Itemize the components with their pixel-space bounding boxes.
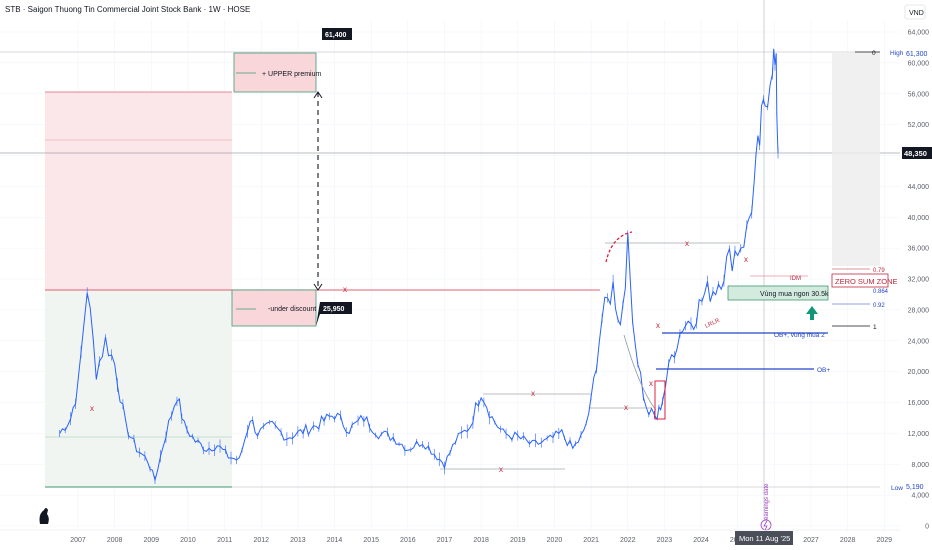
currency-label: VND [909,10,924,17]
x-tick-label: 2016 [400,537,416,544]
low-highlight-box [654,380,666,420]
idm-label: IDM [790,276,801,282]
low-value-label: 5,190 [906,484,924,491]
y-tick-label: 20,000 [908,369,930,376]
x-mark-2023: x [649,379,653,388]
x-tick-label: 2024 [693,537,709,544]
x-tick-label: 2010 [180,537,196,544]
current-price-tag [902,147,932,159]
lrlr-label: LRLR [704,318,721,330]
chart-title: STB · Saigon Thuong Tin Commercial Joint… [5,5,250,14]
x-tick-label: 2020 [547,537,563,544]
x-tick-label: 2012 [253,537,269,544]
x-mark-2022b: x [624,403,628,412]
x-tick-label: 2009 [144,537,160,544]
date-tag [735,531,793,545]
x-tick-label: 2018 [473,537,489,544]
earnings-date-label: earnings date [764,483,770,520]
target-top-callout [316,28,352,52]
x-tick-label: 2013 [290,537,306,544]
fib-092: 0.92 [873,303,885,309]
buy-arrow-icon [806,306,818,320]
currency-box[interactable] [904,4,926,20]
low-label: Low [891,485,903,492]
zero-sum-zone-box [831,273,889,288]
target-bottom-callout [316,302,352,326]
y-tick-label: 44,000 [908,184,930,191]
premium-zone [45,92,232,290]
fib-0864: 0.864 [873,289,889,295]
x-tick-label: 2029 [877,537,893,544]
time-axis[interactable]: 2007 2008 2009 2010 2011 2012 2013 2014 2015 2016… [70,537,892,544]
fib-079: 0.79 [873,268,885,274]
x-mark-2018: x [531,389,535,398]
date-tag-label: Mon 11 Aug '25 [739,534,790,543]
y-tick-label: 0 [925,524,929,531]
x-mark-2008: x [90,404,94,413]
ob-zone2-label: OB+, vùng mua 2 [774,332,825,339]
x-tick-label: 2027 [803,537,819,544]
x-mark-2025: x [744,255,748,264]
x-mark-2023b: x [656,321,660,330]
x-mark-eq: x [343,285,347,294]
annotations: + UPPER premium -under discount 61,400 2… [90,28,904,531]
target-bottom-label: 25,950 [323,306,345,313]
fib-0: 0 [872,50,876,57]
price-series [59,48,779,484]
x-tick-label: 2008 [107,537,123,544]
x-tick-label: 2019 [510,537,526,544]
y-tick-label: 56,000 [908,91,930,98]
x-tick-label: 2028 [840,537,856,544]
y-tick-label: 8,000 [911,462,929,469]
y-tick-label: 52,000 [908,122,930,129]
x-tick-label: 2015 [363,537,379,544]
y-tick-label: 64,000 [908,30,930,37]
current-price-label: 48,350 [904,149,927,158]
ob-plus-label: OB+ [817,367,830,374]
x-tick-label: 2017 [437,537,453,544]
y-tick-label: 4,000 [911,493,929,500]
under-discount-label: -under discount [268,306,316,313]
buy-zone-label: Vùng mua ngon 30.5k [760,291,829,298]
y-tick-label: 12,000 [908,431,930,438]
red-arc [605,231,633,263]
zero-sum-zone-label: ZERO SUM ZONE [835,277,898,286]
grey-arc [623,334,657,411]
high-value-tag [903,47,932,58]
y-tick-label: 60,000 [908,60,930,67]
x-tick-label: 2023 [657,537,673,544]
under-discount-box [231,289,317,327]
upper-premium-label: + UPPER premium [262,71,321,78]
target-top-label: 61,400 [325,32,347,39]
x-tick-label: 2021 [583,537,599,544]
y-tick-label: 40,000 [908,215,930,222]
x-tick-label: 2022 [620,537,636,544]
x-mark-2019: x [499,465,503,474]
high-label: High [890,50,904,57]
y-tick-label: 16,000 [908,400,930,407]
high-value-label: 61,300 [906,51,928,58]
x-tick-label: 2011 [217,537,232,544]
fib-1: 1 [873,324,877,331]
low-value-tag [903,481,932,492]
x-tick-label: 2007 [70,537,86,544]
upper-premium-box [233,52,317,93]
x-mark-2022: x [685,239,689,248]
buy-zone-box [727,285,829,301]
tradingview-logo-icon [39,508,49,524]
discount-zone [45,290,232,487]
y-tick-label: 28,000 [908,307,930,314]
x-tick-label: 2014 [327,537,343,544]
price-line [59,48,779,482]
y-tick-label: 36,000 [908,246,930,253]
y-tick-label: 24,000 [908,338,930,345]
y-tick-label: 32,000 [908,277,930,284]
fib-box [832,52,880,266]
zones [0,0,900,530]
price-axis[interactable]: 0 4,000 8,000 12,000 16,000 20,000 24,000 28,00… [908,30,930,531]
